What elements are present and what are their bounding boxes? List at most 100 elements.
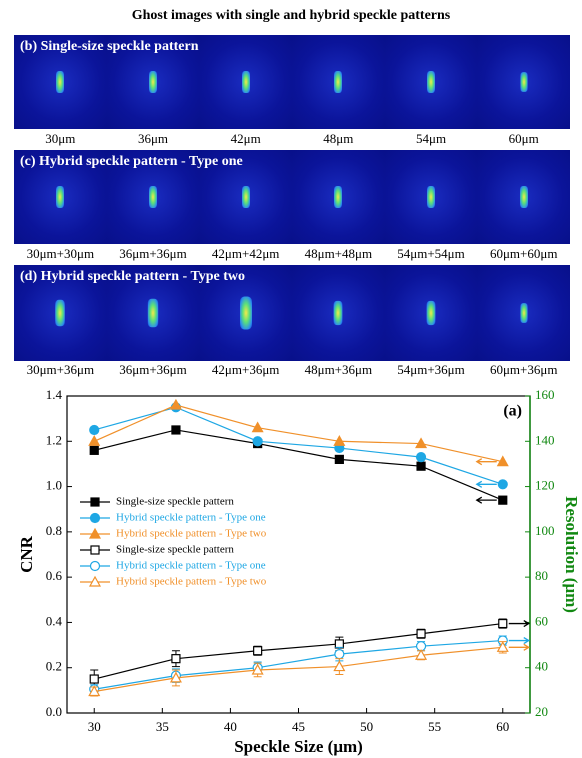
marker bbox=[496, 641, 509, 652]
object-image bbox=[149, 71, 157, 93]
legend-label: Hybrid speckle pattern - Type two bbox=[116, 528, 267, 540]
x-tick-label: 30 bbox=[88, 719, 101, 734]
ghost-image bbox=[477, 35, 571, 129]
marker bbox=[334, 639, 344, 649]
figure-title: Ghost images with single and hybrid spec… bbox=[131, 8, 451, 23]
marker bbox=[89, 512, 101, 524]
object-image bbox=[519, 186, 528, 208]
y-tick-label: 0.6 bbox=[46, 568, 63, 583]
ghost-image bbox=[199, 150, 293, 244]
series-line bbox=[94, 646, 503, 693]
image-caption: 36μm+36μm bbox=[119, 362, 187, 377]
annotation: (a) bbox=[503, 403, 522, 420]
marker bbox=[88, 527, 102, 539]
object-image bbox=[147, 298, 159, 328]
y2-tick-label: 40 bbox=[535, 659, 548, 674]
y2-tick-label: 20 bbox=[535, 704, 548, 719]
marker bbox=[169, 398, 182, 410]
object-image bbox=[239, 296, 252, 330]
marker bbox=[415, 437, 428, 449]
y-tick-label: 1.2 bbox=[46, 432, 62, 447]
object-image bbox=[241, 71, 250, 93]
panel-label: (d) Hybrid speckle pattern - Type two bbox=[20, 269, 246, 284]
marker bbox=[88, 575, 102, 587]
series-line bbox=[94, 639, 503, 690]
y2-tick-label: 100 bbox=[535, 523, 555, 538]
marker bbox=[171, 425, 181, 435]
y-tick-label: 0.8 bbox=[46, 523, 62, 538]
y-tick-label: 0.0 bbox=[46, 704, 62, 719]
marker bbox=[333, 435, 346, 446]
y-tick-label: 1.4 bbox=[46, 387, 63, 402]
image-caption: 54μm+36μm bbox=[397, 362, 465, 377]
x-tick-label: 55 bbox=[428, 719, 441, 734]
y2-axis-label: Resolution (μm) bbox=[562, 496, 581, 613]
axis-arrow bbox=[508, 620, 531, 628]
ghost-image bbox=[292, 265, 385, 361]
y2-tick-label: 80 bbox=[535, 568, 548, 583]
image-caption: 60μm+60μm bbox=[489, 246, 558, 261]
x-tick-label: 50 bbox=[360, 719, 373, 734]
marker bbox=[90, 497, 100, 507]
y-tick-label: 0.2 bbox=[46, 659, 62, 674]
marker bbox=[88, 685, 101, 697]
marker bbox=[497, 479, 508, 490]
series-line bbox=[94, 622, 503, 680]
image-caption: 30μm bbox=[45, 131, 76, 146]
image-row: (b) Single-size speckle pattern bbox=[14, 35, 571, 129]
image-caption: 48μm+36μm bbox=[304, 362, 373, 377]
image-caption: 36μm+36μm bbox=[119, 246, 187, 261]
ghost-image bbox=[14, 265, 107, 361]
ghost-image bbox=[106, 150, 200, 244]
image-caption: 60μm bbox=[508, 131, 539, 146]
image-caption: 42μm+42μm bbox=[211, 246, 280, 261]
object-image bbox=[333, 300, 343, 326]
object-image bbox=[427, 71, 436, 93]
image-caption: 30μm+36μm bbox=[26, 362, 95, 377]
object-image bbox=[520, 72, 528, 92]
marker bbox=[498, 618, 508, 629]
marker bbox=[251, 663, 264, 675]
object-image bbox=[426, 300, 436, 326]
chart: 30 35 40 45 50 55 60 0.0 0.2 0.4 0.6 0.8 1.0 1.2 1.4 20… bbox=[17, 387, 581, 756]
object-image bbox=[427, 186, 436, 208]
image-caption: 30μm+30μm bbox=[26, 246, 95, 261]
legend-label: Hybrid speckle pattern - Type two bbox=[116, 576, 267, 588]
marker bbox=[334, 649, 345, 660]
axis-arrow bbox=[508, 643, 531, 651]
marker bbox=[89, 560, 101, 572]
image-caption: 48μm bbox=[323, 131, 354, 146]
marker bbox=[169, 671, 182, 683]
object-image bbox=[334, 71, 343, 93]
marker bbox=[88, 435, 101, 446]
image-row: (c) Hybrid speckle pattern - Type one bbox=[14, 150, 571, 244]
ghost-image bbox=[292, 35, 385, 129]
ghost-image bbox=[106, 265, 200, 361]
object-image bbox=[149, 186, 157, 208]
legend-label: Hybrid speckle pattern - Type one bbox=[116, 560, 266, 572]
marker bbox=[90, 545, 100, 555]
series-line bbox=[94, 429, 503, 501]
series-line bbox=[94, 406, 503, 485]
legend-label: Single-size speckle pattern bbox=[116, 544, 234, 556]
marker bbox=[334, 454, 344, 465]
image-caption: 54μm+54μm bbox=[397, 246, 465, 261]
marker bbox=[416, 629, 426, 639]
ghost-image bbox=[199, 265, 293, 361]
x-axis-label: Speckle Size (μm) bbox=[234, 737, 363, 756]
axis-arrow bbox=[475, 480, 497, 488]
series-line bbox=[93, 404, 503, 463]
marker bbox=[253, 646, 263, 656]
x-tick-label: 35 bbox=[156, 719, 169, 734]
marker bbox=[89, 445, 99, 455]
marker bbox=[89, 674, 99, 684]
y-tick-label: 0.4 bbox=[46, 613, 63, 628]
marker bbox=[416, 461, 426, 471]
ghost-image bbox=[477, 150, 571, 244]
axis-arrow bbox=[475, 496, 497, 504]
image-caption: 48μm+48μm bbox=[304, 246, 373, 261]
axis-arrow bbox=[508, 636, 531, 645]
ghost-image bbox=[106, 35, 200, 129]
legend-label: Hybrid speckle pattern - Type one bbox=[116, 512, 266, 524]
